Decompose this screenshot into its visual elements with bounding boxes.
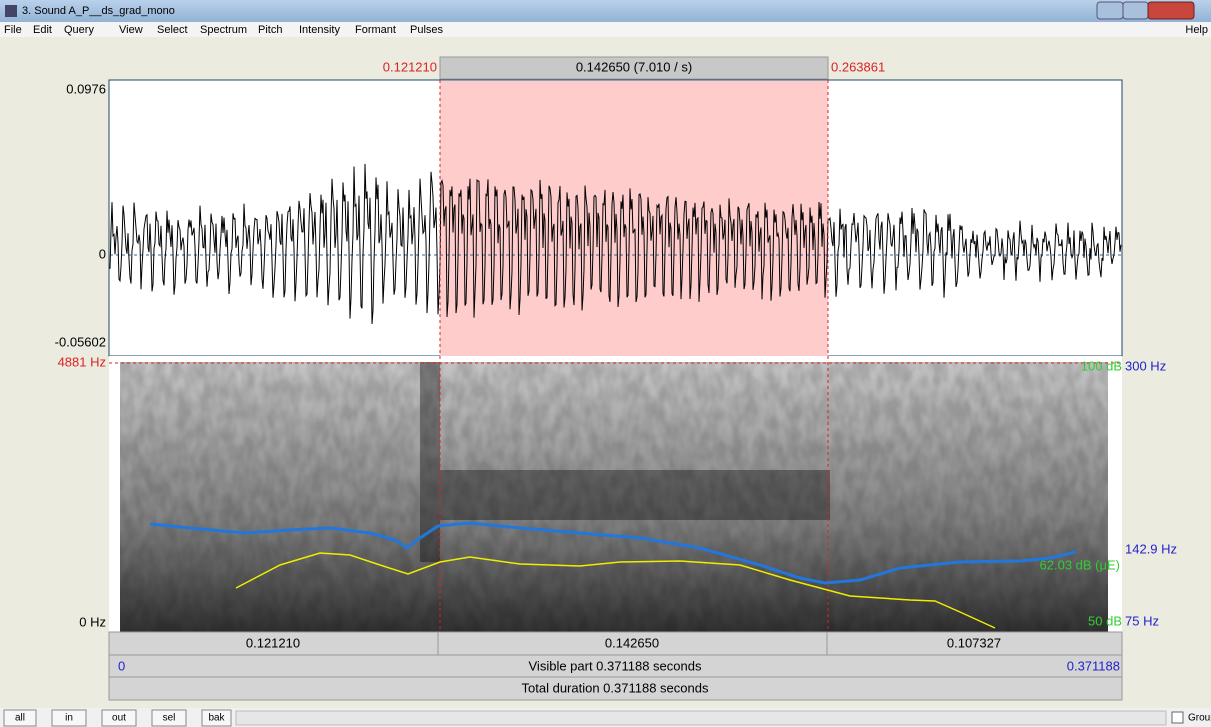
maximize-button[interactable]: [1122, 1, 1149, 20]
spectrogram-top: 4881 Hz: [58, 354, 106, 369]
menu-item[interactable]: Help: [1185, 24, 1208, 36]
close-button[interactable]: [1147, 1, 1195, 20]
spectrogram-bottom: 0 Hz: [79, 614, 106, 629]
group-checkbox[interactable]: [1171, 711, 1184, 724]
formant-band: [440, 470, 830, 520]
menu-item[interactable]: Intensity: [299, 24, 340, 36]
menu-item[interactable]: Spectrum: [200, 24, 247, 36]
segment-label: 0.142650: [605, 635, 659, 650]
spectrogram-energy: [120, 362, 1108, 632]
selection-highlight: [440, 81, 828, 356]
app-icon: [5, 5, 17, 17]
button-label: all: [15, 713, 25, 724]
total-duration-bar[interactable]: [108, 676, 1123, 701]
total-duration: Total duration 0.371188 seconds: [522, 680, 709, 695]
menu-item[interactable]: Query: [64, 24, 94, 36]
button[interactable]: [51, 709, 87, 727]
pitch-cursor: 142.9 Hz: [1125, 541, 1177, 556]
intensity-top: 100 dB: [1081, 358, 1122, 373]
visible-label: Visible part 0.371188 seconds: [529, 658, 702, 673]
waveform-min: -0.05602: [55, 334, 106, 349]
pitch-bottom: 75 Hz: [1125, 613, 1159, 628]
intensity-cursor: 62.03 dB (μE): [1040, 557, 1120, 572]
segment-label: 0.121210: [246, 635, 300, 650]
button[interactable]: [101, 709, 137, 727]
scrollbar[interactable]: [235, 710, 1167, 726]
selection-duration-box[interactable]: [439, 56, 829, 80]
menu-item[interactable]: Pulses: [410, 24, 444, 36]
title-bar: [0, 0, 1211, 22]
menu-item[interactable]: View: [119, 24, 143, 36]
waveform-max: 0.0976: [66, 81, 106, 96]
segment-label: 0.107327: [947, 635, 1001, 650]
menu-item[interactable]: File: [4, 24, 22, 36]
button-label: bak: [208, 713, 225, 724]
menu-item[interactable]: Edit: [33, 24, 52, 36]
button-label: in: [65, 713, 73, 724]
visible-end: 0.371188: [1067, 658, 1120, 673]
burst: [420, 362, 440, 562]
visible-start: 0: [118, 658, 125, 673]
button-label: out: [112, 713, 126, 724]
selection-start: 0.121210: [383, 59, 437, 74]
selection-end: 0.263861: [831, 59, 885, 74]
intensity-bottom: 50 dB: [1088, 613, 1122, 628]
window-title: 3. Sound A_P__ds_grad_mono: [22, 5, 175, 17]
waveform-zero: 0: [99, 246, 106, 261]
button[interactable]: [151, 709, 187, 727]
pitch-top: 300 Hz: [1125, 358, 1166, 373]
menu-bar: [0, 22, 1211, 37]
menu-item[interactable]: Select: [157, 24, 188, 36]
group-label: Group: [1188, 713, 1211, 724]
pitch-curve: [149, 521, 1077, 585]
button-label: sel: [163, 713, 176, 724]
menu-item[interactable]: Formant: [355, 24, 396, 36]
intensity-curve: [235, 552, 996, 629]
button[interactable]: [201, 709, 232, 727]
waveform: [109, 163, 1122, 325]
menu-item[interactable]: Pitch: [258, 24, 282, 36]
button[interactable]: [3, 709, 37, 727]
minimize-button[interactable]: [1096, 1, 1124, 20]
selection-duration: 0.142650 (7.010 / s): [576, 59, 692, 74]
